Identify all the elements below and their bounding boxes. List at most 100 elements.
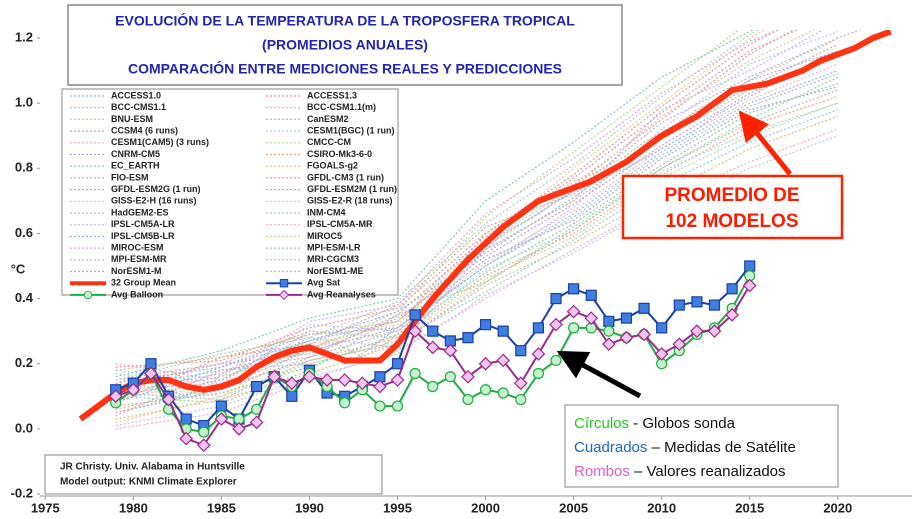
data-point	[603, 315, 615, 327]
x-tick-label: 1995	[383, 500, 412, 515]
y-tick-label: 0.4	[15, 290, 34, 305]
annotation: 102 MODELOS	[665, 211, 798, 232]
data-point	[744, 260, 756, 272]
legend-label: HadGEM2-ES	[111, 207, 169, 217]
data-point	[215, 400, 227, 412]
key-label: Rombos	[574, 463, 630, 480]
data-point	[656, 322, 668, 334]
key-arrow	[556, 350, 642, 399]
data-point	[603, 325, 615, 337]
data-point	[251, 380, 263, 393]
data-point	[708, 299, 721, 311]
legend-label: FGOALS-g2	[307, 161, 358, 171]
x-tick-label: 1980	[119, 500, 148, 515]
data-point	[672, 337, 687, 352]
data-point	[214, 412, 229, 426]
data-point	[355, 376, 370, 391]
data-point	[568, 283, 580, 295]
x-tick-label: 1985	[207, 500, 236, 515]
data-point	[532, 322, 545, 334]
data-point	[638, 302, 650, 314]
model-line	[115, 30, 760, 381]
data-point	[462, 393, 474, 406]
source: JR Christy. Univ. Alabama in Huntsville	[60, 462, 245, 473]
legend-label: NorESM1-ME	[307, 266, 364, 276]
legend-marker	[83, 290, 93, 300]
title: EVOLUCIÓN DE LA TEMPERATURA DE LA TROPOS…	[115, 12, 575, 29]
data-point	[479, 384, 492, 396]
key-label: Cuadrados	[574, 439, 647, 456]
model-line	[115, 56, 839, 388]
model-line	[115, 43, 839, 404]
data-point	[337, 373, 352, 387]
data-point	[179, 431, 194, 446]
data-point	[550, 292, 562, 305]
series-line	[115, 30, 862, 394]
legend-box	[61, 88, 399, 296]
data-point	[497, 387, 509, 399]
legend-marker-shape	[83, 290, 93, 300]
key-box	[564, 404, 839, 488]
model-line	[115, 30, 799, 417]
key-text: – Medidas de Satélite	[647, 439, 795, 456]
source-box	[44, 454, 383, 495]
model-line	[115, 30, 754, 378]
key-entry: Cuadrados – Medidas de Satélite	[574, 439, 796, 456]
x-tick-label: 2005	[559, 500, 588, 515]
data-point	[550, 354, 562, 367]
model-line	[115, 83, 838, 407]
data-point	[444, 371, 456, 383]
data-point	[427, 380, 439, 393]
title: COMPARACIÓN ENTRE MEDICIONES REALES Y PR…	[128, 60, 562, 77]
data-point	[619, 330, 634, 345]
y-tick-label: 1.0	[15, 95, 33, 110]
legend-label: CESM1(BGC) (1 run)	[307, 125, 395, 135]
key-text: - Globos sonda	[629, 415, 736, 432]
data-point	[108, 389, 123, 404]
data-point	[691, 296, 703, 308]
source: Model output: KNMI Climate Explorer	[60, 477, 237, 488]
key-entry: Rombos – Valores reanalizados	[574, 463, 786, 480]
data-point	[373, 379, 387, 394]
data-point	[409, 367, 421, 380]
legend-label: MRI-CGCM3	[307, 254, 359, 264]
data-point	[462, 332, 474, 344]
key-label: Círculos	[574, 415, 629, 432]
x-tick-label: 2000	[471, 500, 500, 515]
legend-label: CSIRO-Mk3-6-0	[307, 149, 372, 159]
data-point	[496, 353, 511, 368]
data-point	[673, 299, 685, 311]
data-point	[302, 369, 317, 384]
data-point	[284, 376, 299, 391]
data-point	[585, 289, 597, 301]
data-point	[690, 324, 704, 338]
data-point	[707, 324, 722, 338]
legend-label: MIROC-ESM	[111, 242, 164, 252]
model-line	[115, 37, 839, 394]
data-point	[249, 415, 264, 430]
data-point	[409, 309, 421, 321]
annotation-box	[621, 174, 844, 240]
model-line	[115, 53, 839, 371]
y-tick-label: -0.2	[11, 485, 33, 500]
legend-label: IPSL-CM5A-MR	[307, 219, 373, 229]
model-line	[115, 30, 780, 397]
data-point	[161, 392, 176, 407]
series-line	[78, 30, 892, 422]
key-text: – Valores reanalizados	[630, 463, 786, 480]
legend-label: BCC-CMS1.1	[111, 102, 166, 112]
title-box	[67, 4, 623, 86]
y-tick-label: 1.2	[15, 29, 33, 44]
legend-marker	[279, 279, 289, 288]
data-point	[196, 438, 211, 452]
data-point	[144, 366, 158, 381]
data-point	[515, 393, 527, 406]
y-tick-label: 0.2	[15, 355, 33, 370]
x-tick-label: 2010	[647, 500, 676, 515]
data-point	[320, 373, 334, 387]
data-point	[408, 324, 422, 338]
data-point	[568, 322, 580, 334]
y-tick-label: 0.6	[15, 225, 33, 240]
model-line	[115, 70, 839, 414]
